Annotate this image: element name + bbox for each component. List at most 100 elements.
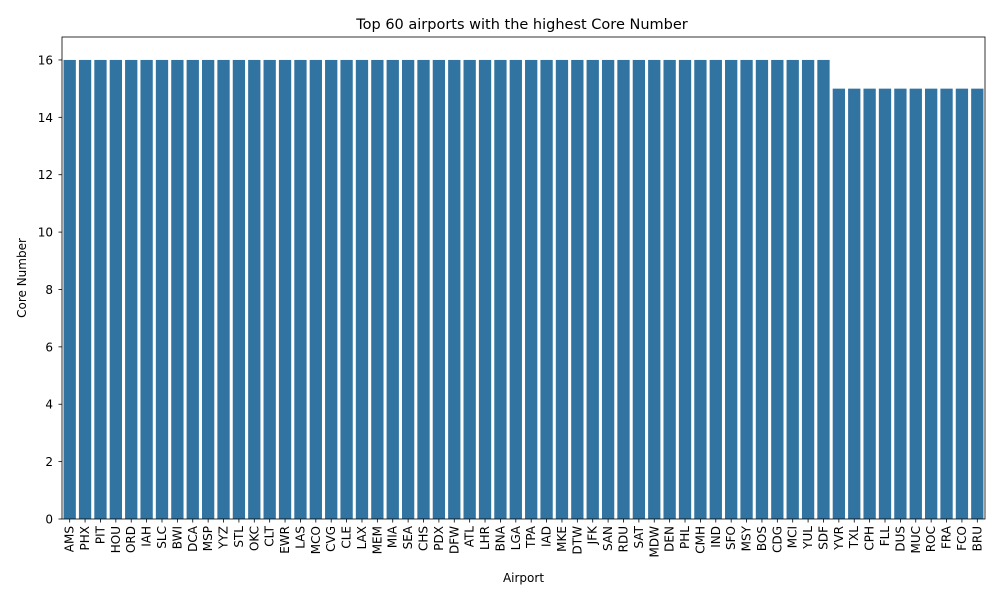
bar-bru bbox=[971, 88, 984, 520]
x-tick-label: SEA bbox=[401, 525, 415, 549]
x-tick-label: FCO bbox=[955, 526, 969, 551]
x-tick-label: MDW bbox=[647, 526, 661, 558]
bar-jfk bbox=[586, 59, 599, 519]
y-axis-label: Core Number bbox=[15, 238, 29, 318]
bar-dus bbox=[894, 88, 907, 520]
x-tick-label: YUL bbox=[801, 526, 815, 550]
x-tick-label: BOS bbox=[755, 526, 769, 551]
x-tick-label: AMS bbox=[63, 526, 77, 552]
y-tick-label: 10 bbox=[38, 226, 53, 240]
x-tick-label: LAS bbox=[293, 526, 307, 549]
bar-pit bbox=[94, 59, 107, 519]
y-tick-label: 6 bbox=[45, 340, 53, 354]
bar-fll bbox=[878, 88, 892, 520]
x-tick-label: ROC bbox=[924, 526, 938, 552]
bar-iad bbox=[540, 59, 553, 519]
bar-clt bbox=[263, 59, 276, 519]
x-tick-label: TPA bbox=[524, 525, 538, 549]
x-tick-label: FRA bbox=[940, 525, 954, 549]
bar-den bbox=[663, 59, 676, 519]
x-tick-label: IND bbox=[709, 526, 723, 548]
x-tick-label: ORD bbox=[124, 526, 138, 553]
x-tick-label: YYZ bbox=[217, 526, 231, 550]
x-tick-label: SFO bbox=[724, 526, 738, 550]
x-tick-label: CPH bbox=[863, 526, 877, 551]
bar-slc bbox=[155, 59, 169, 519]
bar-bwi bbox=[171, 59, 184, 519]
y-tick-label: 4 bbox=[45, 398, 53, 412]
bar-yul bbox=[801, 59, 815, 519]
bar-atl bbox=[463, 59, 476, 519]
x-tick-label: IAD bbox=[540, 526, 554, 547]
y-tick-label: 8 bbox=[45, 283, 53, 297]
bar-ams bbox=[63, 59, 76, 519]
x-tick-label: TXL bbox=[847, 526, 861, 550]
bar-lax bbox=[355, 59, 369, 519]
bar-iah bbox=[140, 59, 153, 519]
bar-tpa bbox=[525, 59, 538, 519]
bar-cvg bbox=[325, 59, 338, 519]
bar-chs bbox=[417, 59, 430, 519]
bar-sat bbox=[632, 59, 646, 519]
x-tick-label: PDX bbox=[432, 526, 446, 551]
x-tick-label: DUS bbox=[893, 526, 907, 552]
x-tick-label: DFW bbox=[447, 526, 461, 554]
bar-msp bbox=[201, 59, 215, 519]
x-tick-label: CMH bbox=[693, 526, 707, 554]
y-tick-label: 12 bbox=[38, 168, 53, 182]
plot-frame bbox=[61, 36, 986, 520]
bar-mke bbox=[555, 59, 569, 519]
x-axis-label: Airport bbox=[503, 571, 544, 585]
bar-yyz bbox=[217, 59, 230, 519]
bar-ewr bbox=[278, 59, 292, 519]
bar-mdw bbox=[648, 59, 661, 519]
bar-stl bbox=[232, 59, 246, 519]
bar-bna bbox=[494, 59, 507, 519]
x-tick-label: STL bbox=[232, 526, 246, 548]
x-tick-label: SDF bbox=[816, 526, 830, 550]
x-tick-label: CVG bbox=[324, 526, 338, 552]
x-tick-label: ATL bbox=[463, 526, 477, 548]
x-tick-label: OKC bbox=[247, 526, 261, 551]
y-tick-label: 0 bbox=[45, 513, 53, 527]
x-tick-label: PHL bbox=[678, 526, 692, 549]
x-tick-label: CLE bbox=[340, 526, 354, 549]
x-tick-label: DCA bbox=[186, 525, 200, 552]
chart-title: Top 60 airports with the highest Core Nu… bbox=[355, 17, 688, 33]
y-tick-label: 16 bbox=[38, 53, 53, 67]
x-tick-label: LHR bbox=[478, 526, 492, 550]
bar-cle bbox=[340, 59, 353, 519]
bar-rdu bbox=[617, 59, 630, 519]
x-tick-label: IAH bbox=[140, 526, 154, 547]
bar-ind bbox=[709, 59, 722, 519]
bars-group bbox=[63, 59, 984, 520]
bar-okc bbox=[248, 59, 261, 519]
bar-pdx bbox=[432, 59, 446, 519]
bar-bos bbox=[755, 59, 769, 519]
bar-dca bbox=[186, 59, 199, 519]
x-tick-label: CHS bbox=[417, 526, 431, 551]
x-tick-label: CDG bbox=[770, 526, 784, 553]
x-tick-label: EWR bbox=[278, 526, 292, 554]
x-tick-label: MSP bbox=[201, 526, 215, 551]
x-tick-label: MKE bbox=[555, 526, 569, 552]
bar-fco bbox=[955, 88, 969, 520]
x-tick-label: JFK bbox=[586, 525, 600, 545]
bar-sfo bbox=[725, 59, 738, 519]
x-tick-label: MCI bbox=[786, 526, 800, 548]
bar-mco bbox=[309, 59, 322, 519]
bar-mem bbox=[371, 59, 384, 519]
bar-phx bbox=[78, 59, 92, 519]
bar-mci bbox=[786, 59, 799, 519]
bar-yvr bbox=[832, 88, 846, 520]
x-tick-label: CLT bbox=[263, 525, 277, 546]
bar-mia bbox=[386, 59, 399, 519]
x-tick-label: MEM bbox=[370, 526, 384, 554]
x-tick-label: FLL bbox=[878, 526, 892, 547]
x-tick-label: HOU bbox=[109, 526, 123, 553]
bar-las bbox=[294, 59, 307, 519]
bar-lhr bbox=[478, 59, 492, 519]
x-tick-label: DTW bbox=[570, 526, 584, 555]
bar-msy bbox=[740, 59, 753, 519]
